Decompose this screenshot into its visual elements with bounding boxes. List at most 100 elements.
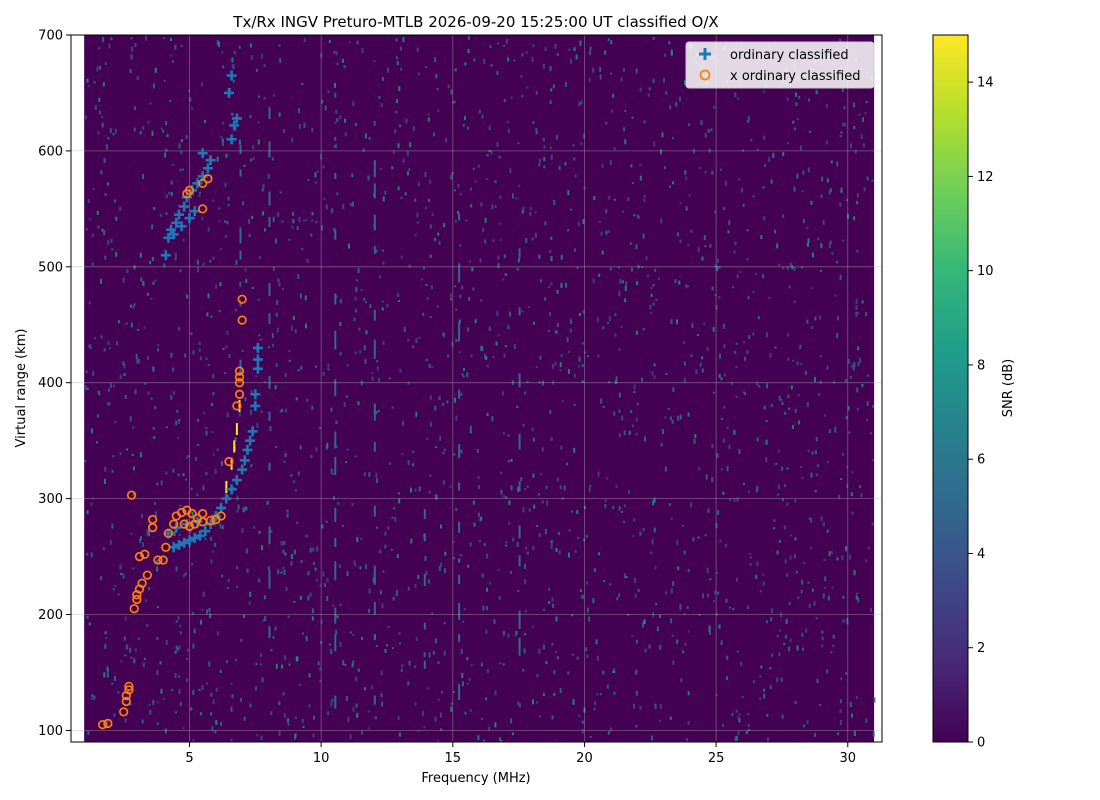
heatmap-noise-cell [803,724,806,728]
heatmap-noise-cell [427,687,430,690]
heatmap-noise-cell [511,732,514,735]
heatmap-noise-cell [103,672,106,678]
heatmap-noise-cell [685,284,688,289]
heatmap-streak-cell [518,525,521,539]
heatmap-noise-cell [134,648,137,652]
heatmap-noise-cell [648,87,651,91]
heatmap-noise-cell [620,325,623,328]
heatmap-noise-cell [696,334,699,337]
heatmap-noise-cell [324,105,327,111]
heatmap-noise-cell [721,468,723,471]
heatmap-noise-cell [555,616,558,622]
heatmap-noise-cell [114,584,117,587]
heatmap-noise-cell [263,96,266,100]
heatmap-noise-cell [570,208,572,211]
heatmap-noise-cell [685,205,688,209]
heatmap-noise-cell [109,383,112,389]
heatmap-noise-cell [337,502,340,505]
heatmap-noise-cell [367,727,370,730]
heatmap-noise-cell [677,566,680,571]
heatmap-noise-cell [759,675,762,678]
heatmap-noise-cell [227,203,230,206]
heatmap-noise-cell [762,274,765,279]
heatmap-noise-cell [104,478,106,484]
heatmap-noise-cell [216,631,219,636]
heatmap-noise-cell [578,365,580,368]
heatmap-noise-cell [243,716,246,721]
heatmap-noise-cell [92,187,95,190]
heatmap-noise-cell [826,529,829,533]
heatmap-noise-cell [789,555,792,560]
heatmap-noise-cell [363,472,366,477]
heatmap-noise-cell [535,90,538,95]
heatmap-noise-cell [714,264,717,268]
heatmap-noise-cell [276,299,279,305]
heatmap-noise-cell [209,259,212,263]
heatmap-noise-cell [98,97,101,102]
heatmap-noise-cell [260,338,262,341]
heatmap-noise-cell [222,65,225,69]
heatmap-noise-cell [784,411,787,415]
heatmap-noise-cell [553,692,556,696]
heatmap-noise-cell [853,216,856,221]
heatmap-noise-cell [705,474,708,480]
heatmap-noise-cell [544,47,547,52]
heatmap-noise-cell [190,487,193,490]
heatmap-noise-cell [214,730,217,734]
heatmap-noise-cell [335,445,338,448]
heatmap-noise-cell [635,725,638,728]
heatmap-noise-cell [359,350,362,354]
heatmap-noise-cell [865,100,868,103]
heatmap-noise-cell [765,457,768,463]
heatmap-noise-cell [352,634,355,636]
heatmap-noise-cell [335,295,338,299]
x-ordinary-point [121,696,131,707]
heatmap-noise-cell [492,239,495,243]
heatmap-noise-cell [856,311,859,315]
x-ordinary-point [126,490,137,500]
heatmap-noise-cell [132,305,135,310]
heatmap-noise-cell [151,224,154,230]
heatmap-noise-cell [873,697,876,703]
heatmap-noise-cell [356,279,358,282]
heatmap-noise-cell [622,210,624,213]
heatmap-noise-cell [275,446,278,449]
heatmap-noise-cell [434,638,437,644]
heatmap-noise-cell [526,86,529,89]
heatmap-noise-cell [634,593,637,598]
heatmap-noise-cell [384,531,387,536]
heatmap-noise-cell [822,219,825,225]
heatmap-noise-cell [778,652,781,656]
heatmap-noise-cell [598,552,600,556]
heatmap-noise-cell [251,287,254,289]
heatmap-noise-cell [792,359,795,362]
heatmap-noise-cell [756,561,759,566]
heatmap-noise-cell [574,550,577,553]
heatmap-noise-cell [109,540,112,545]
heatmap-noise-cell [446,400,449,404]
heatmap-noise-cell [687,630,690,633]
heatmap-noise-cell [174,673,177,679]
heatmap-noise-cell [401,663,404,668]
heatmap-noise-cell [788,646,791,652]
heatmap-noise-cell [464,711,467,715]
x-ordinary-point [190,519,200,529]
heatmap-noise-cell [595,639,598,645]
heatmap-noise-cell [842,595,845,599]
heatmap-noise-cell [295,489,297,492]
heatmap-noise-cell [435,446,437,448]
heatmap-noise-cell [174,252,177,257]
heatmap-noise-cell [485,178,488,180]
heatmap-noise-cell [159,213,162,217]
heatmap-streak-cell [334,607,337,624]
heatmap-noise-cell [222,142,224,146]
heatmap-noise-cell [725,181,727,187]
heatmap-noise-cell [391,647,394,650]
heatmap-noise-cell [669,716,672,720]
heatmap-noise-cell [205,472,208,476]
heatmap-noise-cell [513,343,516,349]
heatmap-noise-cell [157,348,159,352]
heatmap-noise-cell [282,549,285,554]
heatmap-noise-cell [179,269,182,273]
heatmap-noise-cell [795,92,797,97]
